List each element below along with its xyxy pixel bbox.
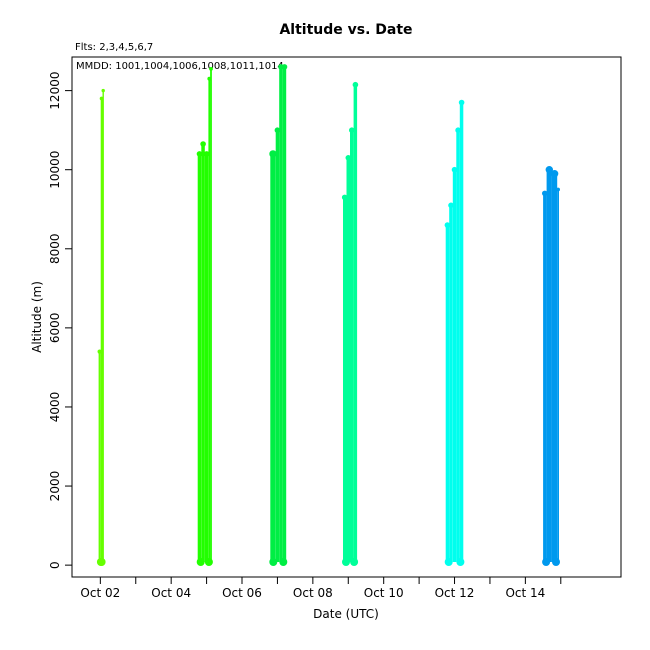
y-tick-label: 8000 xyxy=(48,234,62,265)
x-tick-label: Oct 14 xyxy=(505,586,545,600)
flight-trace-segment xyxy=(546,169,552,562)
flight-trace-ground xyxy=(342,558,350,566)
flight-trace-peak xyxy=(203,151,210,157)
flight-trace-peak xyxy=(444,222,451,228)
flight-trace-segment xyxy=(208,78,211,562)
flight-trace-ground xyxy=(456,558,465,566)
y-tick-label: 12000 xyxy=(48,72,62,110)
flight-trace-segment xyxy=(350,130,354,562)
flight-trace-peak xyxy=(556,187,560,192)
flight-trace-peak xyxy=(352,81,359,88)
flight-series-6 xyxy=(542,166,560,566)
flight-trace-peak xyxy=(341,194,348,201)
flight-series-4 xyxy=(341,81,359,566)
flight-trace-peak xyxy=(448,202,454,209)
y-tick-label: 6000 xyxy=(48,313,62,344)
x-tick-label: Oct 12 xyxy=(435,586,475,600)
flight-trace-peak xyxy=(269,150,277,158)
flight-trace-segment xyxy=(343,197,347,562)
flight-trace-segment xyxy=(456,130,460,562)
y-axis: 0 2000 4000 6000 8000 10000 12000 xyxy=(48,72,72,569)
flight-series-1 xyxy=(96,88,106,566)
flight-trace-peak xyxy=(274,127,281,133)
flight-trace-segment xyxy=(551,173,558,562)
flight-trace-segment xyxy=(452,169,457,562)
flight-trace-peak xyxy=(196,151,203,157)
flight-trace-peak xyxy=(209,67,213,71)
y-tick-label: 10000 xyxy=(48,151,62,189)
flight-trace-ground xyxy=(444,558,453,566)
flight-trace-peak xyxy=(550,170,559,178)
flight-trace-segment xyxy=(449,205,453,563)
flight-trace-segment xyxy=(98,351,101,562)
flight-trace-peak xyxy=(451,166,458,173)
flight-trace-segment xyxy=(100,98,103,562)
flight-trace-segment xyxy=(201,144,205,562)
flight-trace-segment xyxy=(279,66,283,563)
y-tick-label: 2000 xyxy=(48,471,62,502)
plot-frame xyxy=(71,56,622,578)
flight-trace-segment xyxy=(346,157,350,562)
flight-trace-segment xyxy=(353,84,358,562)
flight-series-5 xyxy=(444,99,465,566)
flight-trace-segment xyxy=(543,193,547,562)
flight-trace-peak xyxy=(458,99,465,106)
y-tick-label: 4000 xyxy=(48,392,62,423)
chart-annotation: MMDD: 1001,1004,1006,1008,1011,1014 xyxy=(76,61,284,72)
flight-trace-peak xyxy=(349,127,355,133)
x-tick-label: Oct 08 xyxy=(293,586,333,600)
flight-trace-peak xyxy=(101,88,105,93)
flight-trace-peak xyxy=(281,64,288,70)
x-axis-title: Date (UTC) xyxy=(313,607,379,621)
flight-trace-ground xyxy=(196,558,205,566)
flight-trace-peak xyxy=(200,141,206,147)
flight-trace-ground xyxy=(279,558,288,566)
flight-trace-segment xyxy=(210,68,212,563)
flight-trace-peak xyxy=(97,349,102,354)
y-tick-label: 0 xyxy=(48,561,62,569)
flight-series-2 xyxy=(196,67,213,566)
flight-trace-peak xyxy=(542,190,548,197)
flight-trace-peak xyxy=(345,155,352,161)
flight-trace-segment xyxy=(282,66,287,563)
flight-trace-ground xyxy=(552,558,560,566)
flight-trace-ground xyxy=(542,558,551,566)
flight-trace-segment xyxy=(459,102,464,562)
flight-trace-segment xyxy=(204,153,209,562)
flight-trace-ground xyxy=(204,558,213,566)
flight-trace-segment xyxy=(102,90,104,562)
flight-trace-ground xyxy=(269,558,278,566)
x-tick-label: Oct 10 xyxy=(364,586,404,600)
x-tick-label: Oct 02 xyxy=(80,586,120,600)
flight-trace-segment xyxy=(557,189,559,562)
flight-trace-segment xyxy=(445,225,450,562)
plot-marks xyxy=(96,64,560,566)
flight-trace-segment xyxy=(270,153,276,562)
chart-subtitle: Flts: 2,3,4,5,6,7 xyxy=(75,42,153,53)
flight-trace-segment xyxy=(197,153,202,562)
x-tick-label: Oct 06 xyxy=(222,586,262,600)
flight-trace-peak xyxy=(545,166,553,174)
flight-series-3 xyxy=(269,64,288,566)
x-tick-label: Oct 04 xyxy=(151,586,191,600)
flight-trace-ground xyxy=(350,558,359,566)
flight-trace-peak xyxy=(455,127,461,133)
flight-trace-segment xyxy=(275,130,280,562)
chart-title: Altitude vs. Date xyxy=(279,22,412,38)
y-axis-title: Altitude (m) xyxy=(30,281,44,353)
x-axis: Oct 02 Oct 04 Oct 06 Oct 08 Oct 10 Oct 12 Oct … xyxy=(80,577,562,600)
flight-trace-ground xyxy=(96,558,105,566)
